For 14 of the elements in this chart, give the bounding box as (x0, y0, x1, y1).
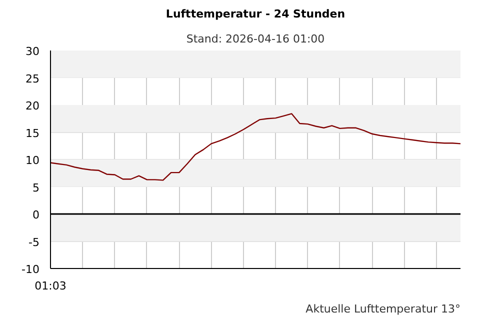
y-tick-label: 15 (26, 126, 40, 140)
y-tick-label: 10 (26, 154, 40, 167)
y-tick-label: 20 (26, 100, 40, 112)
y-tick-label: 30 (26, 45, 40, 58)
line-series (50, 113, 460, 181)
y-tick-label: -5 (28, 236, 40, 249)
y-tick-label: 5 (32, 181, 40, 194)
chart-title: Lufttemperatur - 24 Stunden (166, 8, 346, 20)
text: Aktuelle Lufttemperatur 13° (306, 302, 461, 316)
x-tick-label: 01:03 (34, 280, 66, 292)
y-tick-label: -10 (22, 263, 40, 276)
y-tick-label: 0 (32, 208, 40, 222)
y-tick-label: 25 (26, 72, 40, 86)
chart-subtitle: Stand: 2026-04-16 01:00 (186, 32, 325, 46)
